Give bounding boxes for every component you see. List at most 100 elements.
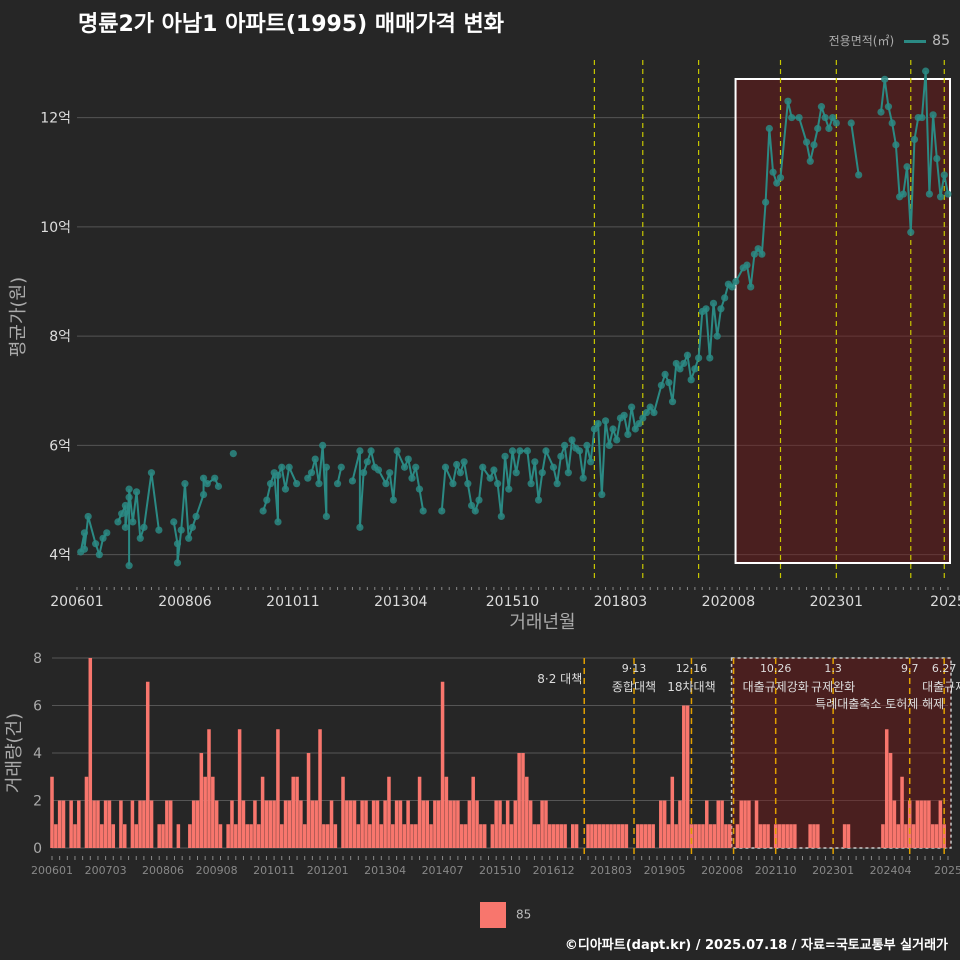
volume-bar [142, 800, 146, 848]
price-point [717, 305, 725, 313]
price-point [170, 518, 178, 526]
price-point [199, 490, 208, 499]
price-point [765, 124, 773, 133]
price-point [821, 113, 829, 122]
price-point [304, 474, 312, 482]
volume-bar [758, 824, 763, 848]
volume-bar [678, 800, 682, 848]
volume-bar [356, 824, 361, 848]
bar-y-tick-label: 8 [33, 651, 42, 667]
price-point [125, 493, 133, 501]
volume-bar [379, 824, 384, 848]
price-point [263, 496, 271, 504]
price-point [549, 463, 558, 471]
price-point [363, 458, 371, 466]
volume-bar [394, 800, 399, 848]
volume-bar [574, 824, 579, 848]
volume-bar [685, 705, 690, 848]
volume-bar [211, 776, 215, 848]
price-point [400, 463, 409, 471]
volume-bar [345, 800, 349, 848]
y-tick-label: 10억 [40, 220, 71, 236]
price-point [531, 458, 539, 466]
price-point [155, 526, 163, 534]
price-point [579, 474, 587, 482]
price-point [449, 480, 457, 488]
price-point [103, 529, 111, 537]
volume-bar [816, 824, 820, 848]
volume-bar [888, 753, 893, 848]
price-point [121, 523, 129, 531]
y-axis-title: 평균가(원) [8, 277, 29, 357]
volume-bar [747, 800, 751, 848]
price-point [925, 190, 933, 198]
volume-bar [234, 824, 238, 848]
volume-bar [276, 729, 280, 848]
volume-bar [773, 824, 778, 848]
volume-bar [505, 800, 510, 848]
volume-bar [149, 800, 154, 848]
volume-bar [762, 824, 766, 848]
bar-x-tick-label: 201803 [590, 864, 632, 877]
volume-bar [207, 729, 211, 848]
volume-bar [900, 776, 904, 848]
price-point [936, 193, 945, 201]
policy-annotation-date: 1.3 [824, 662, 842, 675]
volume-bar [616, 824, 621, 848]
price-point [84, 512, 92, 521]
volume-bar [674, 824, 678, 848]
volume-bar [448, 800, 452, 848]
x-axis-title: 거래년월 [509, 612, 575, 633]
price-point [888, 119, 896, 127]
price-point [620, 411, 628, 419]
price-point [665, 378, 673, 387]
volume-bar [130, 800, 135, 848]
volume-bar [425, 800, 430, 848]
volume-bar [540, 800, 544, 848]
volume-bar [459, 824, 464, 848]
price-point [356, 523, 364, 531]
bar-y-tick-label: 6 [33, 699, 42, 715]
volume-bar [701, 824, 705, 848]
price-point [598, 490, 606, 499]
volume-bar [532, 824, 537, 848]
volume-bar [260, 776, 265, 848]
price-point [311, 455, 319, 463]
volume-bar [482, 824, 487, 848]
price-point [415, 485, 424, 493]
volume-bar [789, 824, 793, 848]
bar-x-tick-label: 202301 [812, 864, 854, 877]
volume-bar [548, 824, 552, 848]
bar-highlight-box [730, 657, 952, 849]
volume-bar [613, 824, 617, 848]
chart-title: 명륜2가 아남1 아파트(1995) 매매가격 변화 [78, 12, 504, 37]
price-point [601, 417, 610, 425]
volume-bar [812, 824, 816, 848]
price-point [333, 480, 342, 488]
volume-bar [50, 776, 54, 848]
price-point [609, 425, 617, 433]
price-point [404, 455, 412, 463]
policy-annotation-date: 10.26 [760, 662, 792, 675]
volume-bar [73, 824, 77, 848]
price-point [553, 480, 561, 488]
x-tick-label: 201510 [486, 594, 539, 610]
legend-top-swatch [904, 40, 927, 43]
legend-bottom-swatch [480, 902, 506, 928]
price-point [788, 113, 796, 122]
price-point [438, 507, 446, 515]
volume-bar [84, 776, 89, 848]
volume-bar [218, 824, 223, 848]
volume-bar [119, 800, 123, 848]
volume-bar [410, 824, 414, 848]
price-point [259, 507, 267, 515]
volume-bar [808, 824, 812, 848]
volume-bar [720, 800, 724, 848]
volume-bar [54, 824, 58, 848]
price-point [628, 403, 636, 411]
volume-bar [191, 800, 196, 848]
price-point [419, 507, 427, 515]
volume-bar [727, 824, 732, 848]
volume-bar [391, 824, 395, 848]
